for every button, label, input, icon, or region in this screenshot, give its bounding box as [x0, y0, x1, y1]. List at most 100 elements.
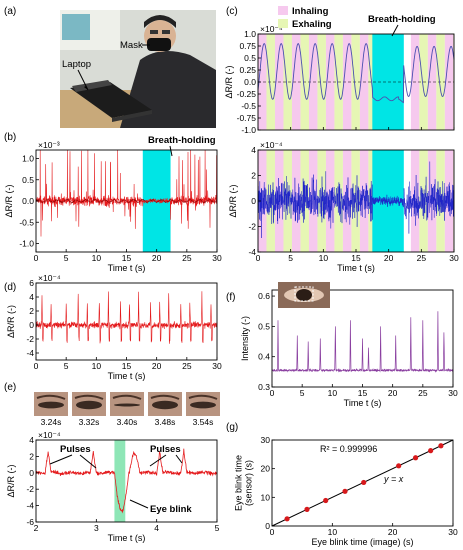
breath-holding-label-c: Breath-holding	[368, 14, 436, 25]
legend-inhaling: Inhaling	[292, 6, 329, 17]
legend-exhaling: Exhaling	[292, 19, 332, 30]
y-tick-label: -0.5	[19, 217, 34, 227]
y-tick-label: -2	[248, 222, 256, 232]
plot-frame	[271, 439, 454, 527]
x-tick-label: 15	[122, 361, 132, 371]
thumb-time-label: 3.40s	[117, 417, 138, 427]
mask-icon	[147, 38, 171, 51]
y-tick-label: -6	[26, 517, 34, 527]
y-tick-label: 1.0	[22, 154, 34, 164]
y-tick-label: 20	[261, 464, 271, 474]
x-tick-label: 30	[212, 361, 222, 371]
pulses-label-left: Pulses	[60, 444, 91, 455]
series-line	[271, 311, 454, 373]
x-tick-label: 5	[288, 253, 293, 263]
y-tick-label: 30	[261, 435, 271, 445]
y-tick-label: -4	[26, 501, 34, 511]
y-axis-label: ΔR/R (-)	[4, 184, 14, 217]
x-axis-label: Time t (s)	[337, 263, 375, 273]
eye-shape	[190, 401, 216, 409]
highlight-band	[114, 440, 126, 522]
eye-shape	[114, 403, 140, 407]
y-tick-label: -0.25	[237, 89, 257, 99]
inhale-band	[325, 150, 335, 252]
x-tick-label: 4	[154, 523, 159, 533]
chart-c-top: -1.0 -0.75 -0.5 -0.25 0.0 0.25 0.5 0.75 1.0 ΔR/R …	[224, 24, 455, 135]
panel-g-letter: (g)	[226, 422, 238, 433]
panel-b-letter: (b)	[4, 132, 16, 143]
x-tick-label: 25	[417, 253, 427, 263]
x-tick-label: 0	[270, 527, 275, 537]
y-tick-label: 0	[29, 468, 34, 478]
x-axis-label: Eye blink time (image) (s)	[311, 537, 413, 547]
y-tick-label: 1.0	[244, 29, 256, 39]
y-axis-label: ΔR/R (-)	[6, 464, 16, 497]
fit-label: y = x	[383, 474, 404, 484]
y-axis-label: ΔR/R (-)	[224, 65, 234, 98]
y-tick-label: 0.5	[22, 175, 34, 185]
exhale-band	[283, 34, 292, 130]
x-axis-label: Time t (s)	[344, 398, 382, 408]
exhale-band	[317, 34, 326, 130]
inhale-band	[291, 34, 301, 130]
data-point	[323, 497, 329, 504]
data-point	[438, 443, 444, 449]
legend-exhaling-swatch	[278, 19, 288, 28]
series-line	[257, 161, 455, 239]
y-axis-label: ΔR/R (-)	[228, 184, 238, 217]
x-tick-label: 10	[328, 388, 338, 398]
series-line	[35, 448, 218, 514]
x-tick-label: 30	[449, 253, 459, 263]
y-tick-label: -1.0	[241, 125, 256, 135]
y-tick-label: 4	[29, 435, 34, 445]
x-tick-label: 15	[122, 253, 132, 263]
y-tick-label: 2	[29, 306, 34, 316]
y-tick-label: 0.0	[244, 77, 256, 87]
x-tick-label: 30	[448, 527, 458, 537]
y-tick-label: 0.5	[244, 53, 256, 63]
x-tick-label: 10	[92, 361, 102, 371]
x-tick-label: 5	[215, 523, 220, 533]
data-point	[428, 448, 434, 454]
panel-e-letter: (e)	[4, 382, 16, 393]
x-tick-label: 20	[152, 361, 162, 371]
panel-a: (a) Mask Laptop	[4, 6, 216, 128]
pulses-label-right: Pulses	[150, 444, 181, 455]
x-tick-label: 5	[64, 361, 69, 371]
y-tick-label: -4	[248, 247, 256, 257]
x-tick-label: 20	[388, 388, 398, 398]
x-tick-label: 25	[182, 361, 192, 371]
series-line	[35, 149, 218, 237]
y-tick-label: -2	[26, 484, 34, 494]
wall-poster	[62, 14, 90, 40]
y-tick-label: 0	[265, 521, 270, 531]
eyebrow	[36, 394, 66, 400]
eye-shape	[152, 400, 178, 410]
plot-frame	[35, 439, 218, 523]
y-tick-label: 0.0	[22, 196, 34, 206]
chart-g: 0 10 20 30 0 10 20 30 Eye blink time (image) (s)…	[234, 435, 458, 547]
inhale-band	[342, 34, 352, 130]
y-tick-label: -2	[26, 334, 34, 344]
data-point	[361, 479, 367, 486]
y-exponent: ×10⁻⁴	[38, 273, 61, 283]
eyebrow	[188, 394, 218, 400]
r2-label: R² = 0.999996	[320, 444, 377, 454]
x-axis-label: Time t (s)	[108, 263, 146, 273]
data-point	[412, 455, 419, 461]
thumb-time-label: 3.24s	[41, 417, 62, 427]
chart-c-bottom: 0 5 10 15 20 25 30 -4 -2 0 2 4 Time t (s) ΔR/R (-) ×10…	[228, 140, 459, 273]
y-tick-label: 0.4	[258, 352, 270, 362]
y-axis-label: Intensity (-)	[240, 316, 250, 361]
breath-holding-label-b: Breath-holding	[148, 135, 216, 146]
x-tick-label: 0	[34, 361, 39, 371]
x-tick-label: 0	[34, 253, 39, 263]
x-tick-label: 3	[94, 523, 99, 533]
eye-shape	[76, 400, 102, 410]
series-line	[35, 291, 218, 344]
data-point	[304, 506, 310, 512]
chart-b: 0 5 10 15 20 25 30 -1.0 -0.5 0.0 0.5 1.0 Time t (s) Δ…	[4, 140, 222, 273]
eye-blink-label: Eye blink	[150, 504, 192, 515]
panel-c-letter: (c)	[226, 6, 238, 17]
